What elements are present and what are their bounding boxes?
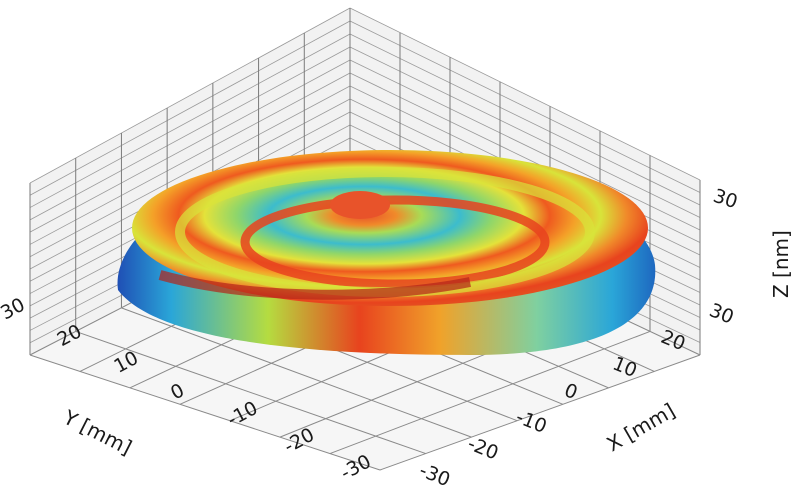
y-tick: 30: [0, 294, 29, 325]
x-tick: -30: [416, 459, 453, 485]
y-axis-label: Y [mm]: [59, 405, 136, 460]
z-axis-label: Z [nm]: [769, 230, 793, 298]
z-tick-30: 30: [710, 185, 740, 213]
x-tick: 30: [706, 299, 737, 328]
x-tick: -20: [464, 433, 501, 465]
surface-disc: [117, 150, 656, 355]
x-axis-label: X [mm]: [603, 398, 680, 456]
